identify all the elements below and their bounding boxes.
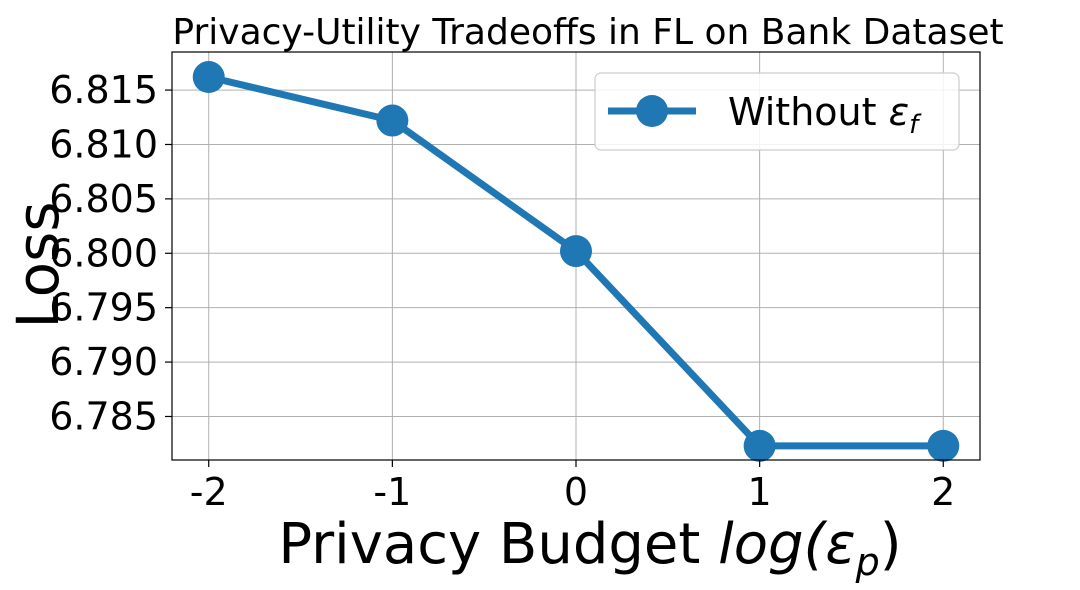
- y-tick-label: 6.805: [49, 177, 158, 221]
- legend-marker: [636, 95, 668, 127]
- legend-label: Without εf: [728, 90, 922, 140]
- x-axis-title-prefix: Privacy Budget: [278, 512, 718, 577]
- y-tick-label: 6.810: [49, 122, 158, 166]
- data-series: [192, 61, 960, 462]
- x-tick-label: -1: [373, 470, 411, 514]
- ticks: -2 -1 0 1 2 6.785 6.790 6.795 6.800 6.805 6.810 6.8…: [49, 68, 955, 514]
- y-tick-label: 6.785: [49, 394, 158, 438]
- data-point: [192, 61, 225, 94]
- data-point: [743, 429, 776, 462]
- y-tick-label: 6.790: [49, 340, 158, 384]
- y-tick-label: 6.800: [49, 231, 158, 275]
- x-tick-label: 0: [564, 470, 588, 514]
- data-point: [376, 104, 409, 137]
- y-tick-label: 6.815: [49, 68, 158, 112]
- chart-title: Privacy-Utility Tradeoffs in FL on Bank …: [172, 12, 1003, 53]
- x-tick-label: -2: [190, 470, 228, 514]
- legend: Without εf: [594, 72, 960, 151]
- legend-label-main: Without: [728, 90, 889, 134]
- legend-box: [594, 72, 960, 151]
- legend-label-math: ε: [889, 90, 910, 134]
- x-axis-title-math: log(ε: [718, 512, 855, 577]
- x-tick-label: 2: [931, 470, 955, 514]
- data-point: [927, 429, 960, 462]
- x-axis-title: Privacy Budget log(εp): [278, 512, 901, 584]
- y-tick-label: 6.795: [49, 286, 158, 330]
- y-axis-title: Loss: [4, 201, 72, 328]
- data-point: [560, 235, 592, 268]
- x-axis-title-close: ): [880, 512, 902, 577]
- x-tick-label: 1: [748, 470, 772, 514]
- x-axis-title-sub: p: [855, 540, 880, 584]
